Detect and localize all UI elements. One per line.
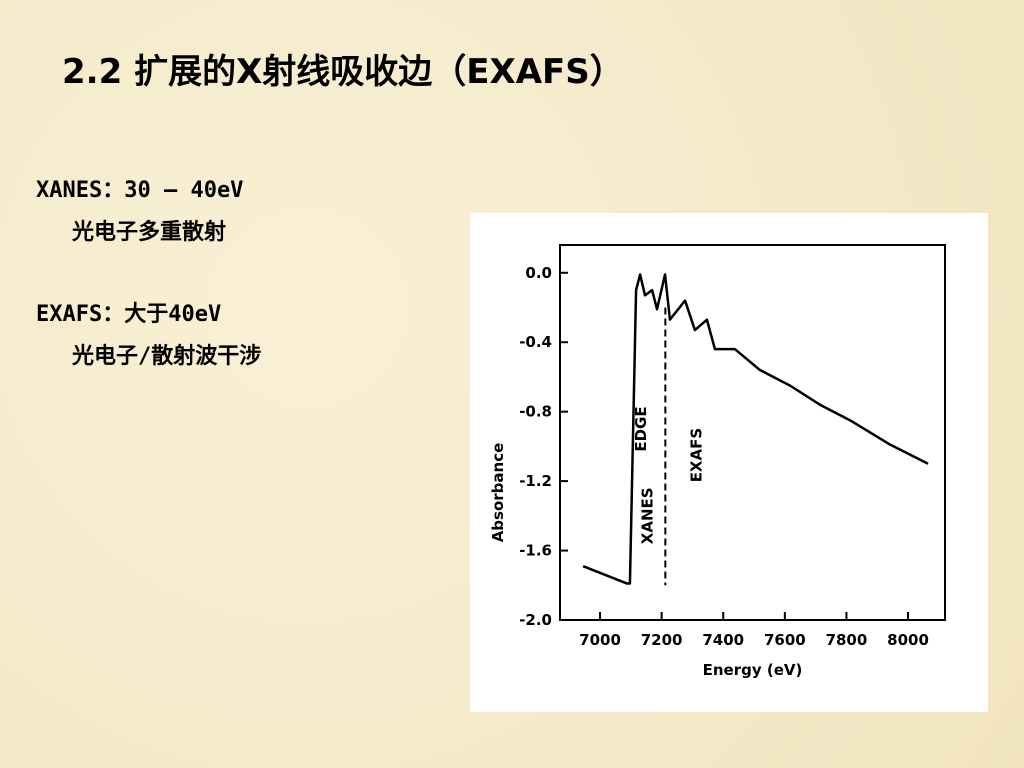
chart-background (470, 213, 988, 712)
y-tick-label: -1.6 (519, 542, 552, 560)
x-tick-label: 7600 (764, 631, 806, 649)
x-tick-label: 7200 (641, 631, 683, 649)
annotation: EXAFS (688, 428, 706, 482)
y-tick-label: -1.2 (519, 472, 552, 490)
annotation: XANES (638, 487, 656, 544)
annotation: EDGE (632, 406, 650, 451)
note-heading: XANES：30 – 40eV (36, 178, 244, 203)
x-tick-label: 7400 (702, 631, 744, 649)
note-text: 光电子多重散射 (72, 220, 227, 245)
x-tick-label: 7000 (579, 631, 621, 649)
y-tick-label: -2.0 (519, 611, 552, 629)
y-tick-label: -0.4 (519, 333, 552, 351)
y-tick-label: 0.0 (525, 264, 552, 282)
x-tick-label: 7800 (826, 631, 868, 649)
note: EXAFS：大于40eV 光电子/散射波干涉 (36, 294, 261, 378)
data-line (582, 273, 929, 585)
note-heading: EXAFS：大于40eV (36, 302, 222, 327)
y-tick-label: -0.8 (519, 403, 552, 421)
note-text: 光电子/散射波干涉 (72, 344, 262, 369)
y-axis-label: Absorbance (489, 443, 507, 543)
plot-frame (559, 244, 946, 621)
x-axis-label: Energy (eV) (703, 661, 803, 679)
x-tick-label: 8000 (887, 631, 929, 649)
slide-title: 2.2 扩展的X射线吸收边（EXAFS） (62, 52, 624, 92)
note: XANES：30 – 40eV 光电子多重散射 (36, 170, 243, 254)
